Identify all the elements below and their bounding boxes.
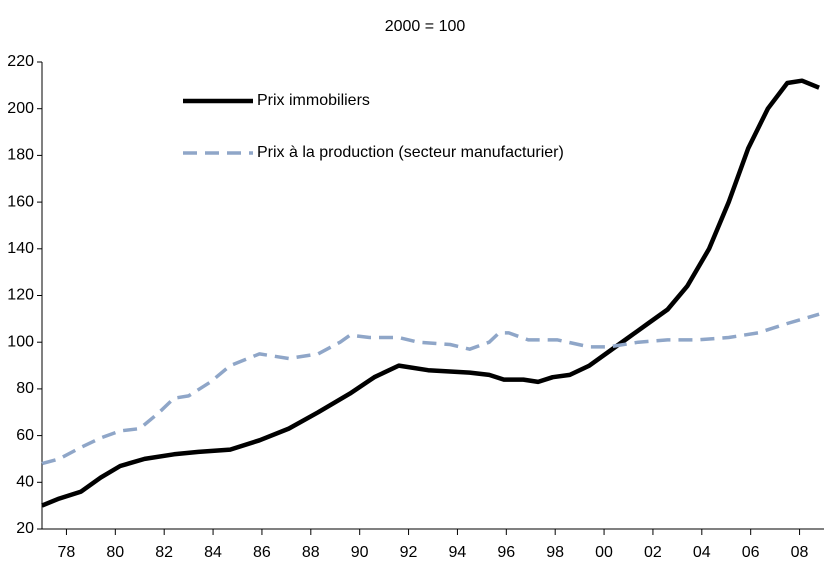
series-line bbox=[41, 78, 820, 508]
x-tick-label: 98 bbox=[546, 544, 564, 561]
x-tick-label: 00 bbox=[595, 544, 613, 561]
series-line bbox=[41, 312, 820, 466]
x-tick-label: 78 bbox=[58, 544, 76, 561]
legend-label: Prix à la production (secteur manufactur… bbox=[257, 144, 564, 161]
chart-title: 2000 = 100 bbox=[385, 18, 466, 35]
x-tick-label: 86 bbox=[253, 544, 271, 561]
y-tick-label: 100 bbox=[7, 333, 34, 350]
y-tick-label: 160 bbox=[7, 193, 34, 210]
y-tick-label: 200 bbox=[7, 100, 34, 117]
x-tick-label: 80 bbox=[106, 544, 124, 561]
x-tick-label: 90 bbox=[351, 544, 369, 561]
x-tick-label: 02 bbox=[644, 544, 662, 561]
x-tick-label: 04 bbox=[693, 544, 711, 561]
x-tick-label: 06 bbox=[742, 544, 760, 561]
x-tick-label: 08 bbox=[791, 544, 809, 561]
y-tick-label: 120 bbox=[7, 287, 34, 304]
y-tick-label: 180 bbox=[7, 147, 34, 164]
y-tick-label: 60 bbox=[16, 427, 34, 444]
x-tick-label: 84 bbox=[204, 544, 222, 561]
y-tick-label: 20 bbox=[16, 520, 34, 537]
legend-label: Prix immobiliers bbox=[257, 92, 370, 109]
y-tick-label: 40 bbox=[16, 474, 34, 491]
x-tick-label: 82 bbox=[155, 544, 173, 561]
x-tick-label: 88 bbox=[302, 544, 320, 561]
x-tick-label: 96 bbox=[497, 544, 515, 561]
x-tick-label: 92 bbox=[400, 544, 418, 561]
y-tick-label: 140 bbox=[7, 240, 34, 257]
y-tick-label: 220 bbox=[7, 53, 34, 70]
y-tick-label: 80 bbox=[16, 380, 34, 397]
x-tick-label: 94 bbox=[449, 544, 467, 561]
